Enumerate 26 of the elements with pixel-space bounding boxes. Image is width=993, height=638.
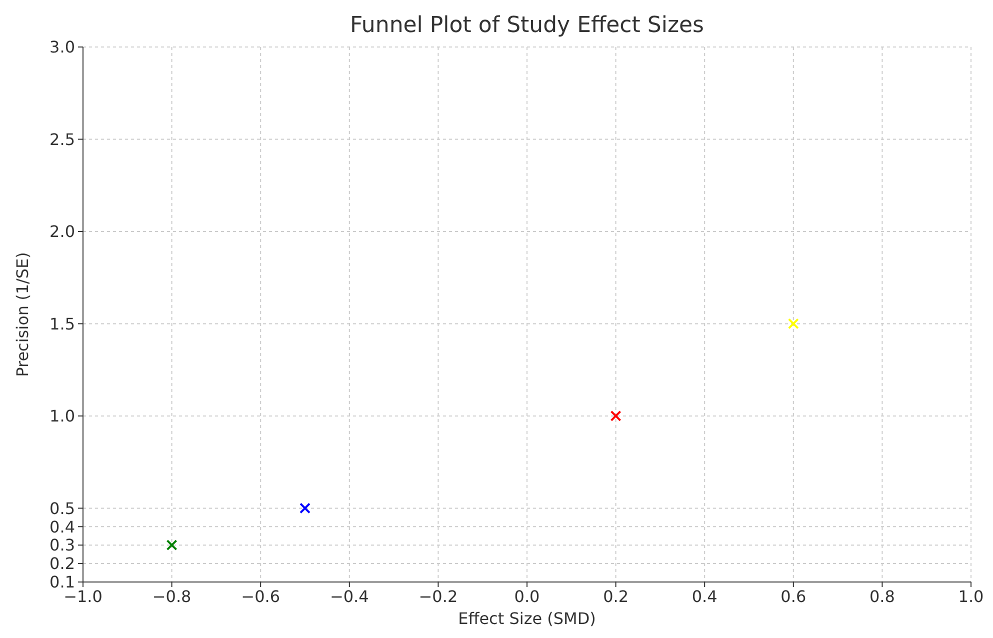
y-tick-label: 2.5 bbox=[50, 130, 75, 149]
x-tick-label: 1.0 bbox=[958, 587, 984, 606]
point bbox=[610, 410, 622, 422]
y-tick-label: 0.4 bbox=[50, 517, 75, 536]
x-axis-title: Effect Size (SMD) bbox=[458, 609, 596, 628]
y-tick-label: 1.5 bbox=[50, 314, 75, 334]
point bbox=[788, 318, 799, 330]
chart-title: Funnel Plot of Study Effect Sizes bbox=[350, 13, 704, 38]
x-tick-label: 0.0 bbox=[514, 587, 540, 606]
y-tick-label: 1.0 bbox=[50, 406, 75, 426]
point bbox=[166, 540, 178, 551]
x-tick-label: −0.6 bbox=[241, 587, 280, 606]
point bbox=[300, 502, 310, 514]
y-tick-label: 3.0 bbox=[50, 38, 75, 57]
x-tick-label: 0.4 bbox=[692, 587, 718, 606]
y-tick-label: 0.5 bbox=[50, 498, 75, 518]
y-tick-label: 0.3 bbox=[50, 536, 75, 555]
x-tick-label: 0.6 bbox=[780, 587, 806, 606]
x-tick-label: −0.4 bbox=[330, 587, 369, 606]
x-tick-label: −0.2 bbox=[418, 587, 458, 606]
x-tick-label: 0.2 bbox=[603, 587, 629, 606]
y-axis-title: Precision (1/SE) bbox=[13, 252, 32, 377]
x-tick-label: −0.8 bbox=[152, 587, 192, 606]
y-tick-label: 2.0 bbox=[50, 222, 75, 242]
x-tick-label: 0.8 bbox=[869, 587, 895, 606]
y-tick-label: 0.2 bbox=[50, 554, 75, 574]
